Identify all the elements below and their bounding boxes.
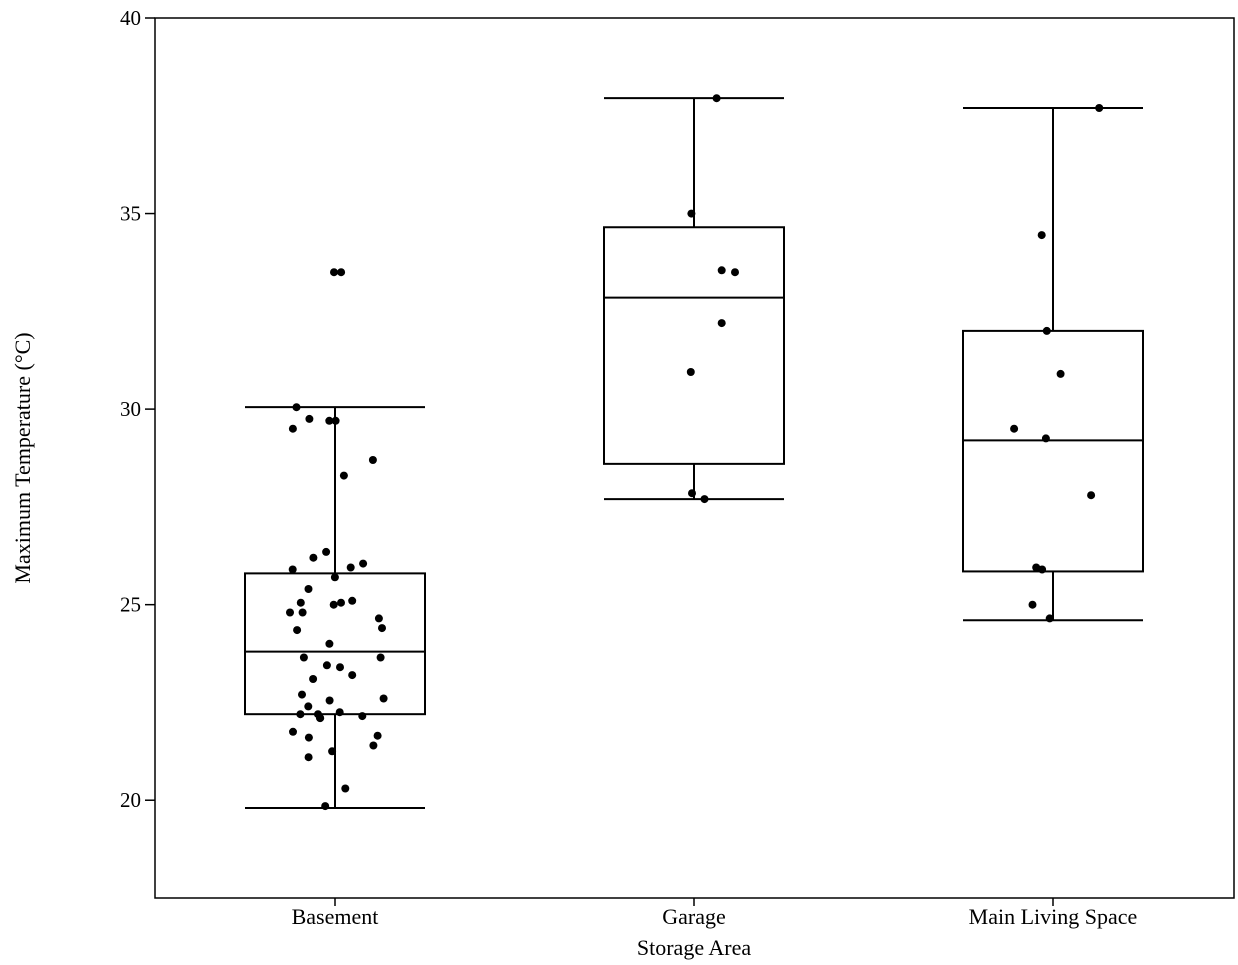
data-point — [322, 547, 331, 556]
x-category-label: Main Living Space — [969, 904, 1138, 929]
data-point — [358, 712, 367, 721]
data-point — [731, 268, 739, 277]
data-point — [374, 614, 383, 623]
data-point — [379, 694, 388, 703]
data-point — [331, 416, 340, 425]
data-point — [305, 414, 314, 423]
data-point — [348, 671, 357, 680]
data-point — [1087, 491, 1096, 500]
data-point — [321, 802, 330, 811]
data-point — [337, 268, 346, 277]
data-point — [304, 585, 313, 593]
x-axis-title: Storage Area — [637, 935, 751, 960]
data-point — [687, 209, 696, 218]
data-point — [322, 661, 331, 670]
box-groups — [244, 94, 1144, 811]
data-point — [304, 733, 313, 742]
data-point — [373, 731, 382, 740]
data-point — [1028, 600, 1037, 609]
data-point — [712, 94, 721, 103]
data-point — [296, 710, 305, 719]
data-point — [309, 553, 318, 562]
data-point — [296, 598, 305, 607]
data-point — [286, 608, 294, 617]
data-point — [339, 471, 348, 480]
data-point — [288, 424, 297, 433]
data-point — [329, 600, 338, 609]
data-point — [368, 456, 377, 464]
data-point — [298, 690, 306, 699]
data-point — [717, 266, 726, 275]
data-point — [376, 653, 385, 662]
iqr-box — [244, 572, 426, 716]
box-group — [603, 94, 785, 504]
data-point — [688, 489, 696, 498]
data-point — [325, 416, 334, 425]
y-tick-label-25: 25 — [120, 593, 141, 617]
iqr-box — [603, 226, 785, 465]
data-point — [359, 559, 368, 568]
data-point — [346, 563, 355, 572]
x-category-label: Basement — [292, 904, 379, 929]
data-point — [717, 319, 726, 328]
data-point — [292, 403, 301, 412]
data-point — [289, 727, 297, 736]
x-axis: Basement Garage Main Living Space — [292, 898, 1138, 929]
x-category-label: Garage — [662, 904, 726, 929]
data-point — [328, 747, 337, 756]
data-point — [335, 708, 344, 717]
data-point — [1095, 104, 1104, 112]
data-point — [348, 596, 357, 605]
data-point — [330, 573, 339, 582]
y-axis: 20 25 30 35 40 — [120, 6, 155, 812]
data-point — [316, 714, 324, 723]
data-point — [1042, 326, 1051, 335]
data-point — [336, 663, 344, 672]
data-point — [686, 368, 695, 376]
y-tick-label-35: 35 — [120, 202, 141, 226]
y-tick-label-40: 40 — [120, 6, 141, 30]
data-point — [1045, 614, 1054, 623]
data-point — [293, 626, 302, 635]
box-group — [244, 268, 426, 811]
data-point — [299, 653, 308, 662]
data-point — [341, 784, 350, 793]
y-axis-title: Maximum Temperature (°C) — [10, 332, 35, 583]
data-point — [325, 696, 334, 705]
data-point — [1038, 565, 1047, 574]
data-point — [309, 675, 318, 683]
data-point — [325, 639, 334, 648]
data-point — [304, 753, 313, 762]
y-tick-label-20: 20 — [120, 788, 141, 812]
data-point — [378, 624, 386, 633]
data-point — [304, 702, 313, 711]
box-group — [962, 104, 1144, 623]
data-point — [337, 598, 345, 607]
data-point — [1056, 369, 1065, 378]
data-point — [1041, 434, 1050, 443]
data-point — [700, 495, 709, 504]
y-tick-label-30: 30 — [120, 397, 141, 421]
data-point — [369, 741, 378, 750]
data-point — [298, 608, 307, 617]
data-point — [288, 565, 297, 574]
data-point — [1010, 424, 1019, 433]
iqr-box — [962, 329, 1144, 573]
data-point — [1037, 231, 1046, 240]
data-point — [330, 268, 338, 277]
